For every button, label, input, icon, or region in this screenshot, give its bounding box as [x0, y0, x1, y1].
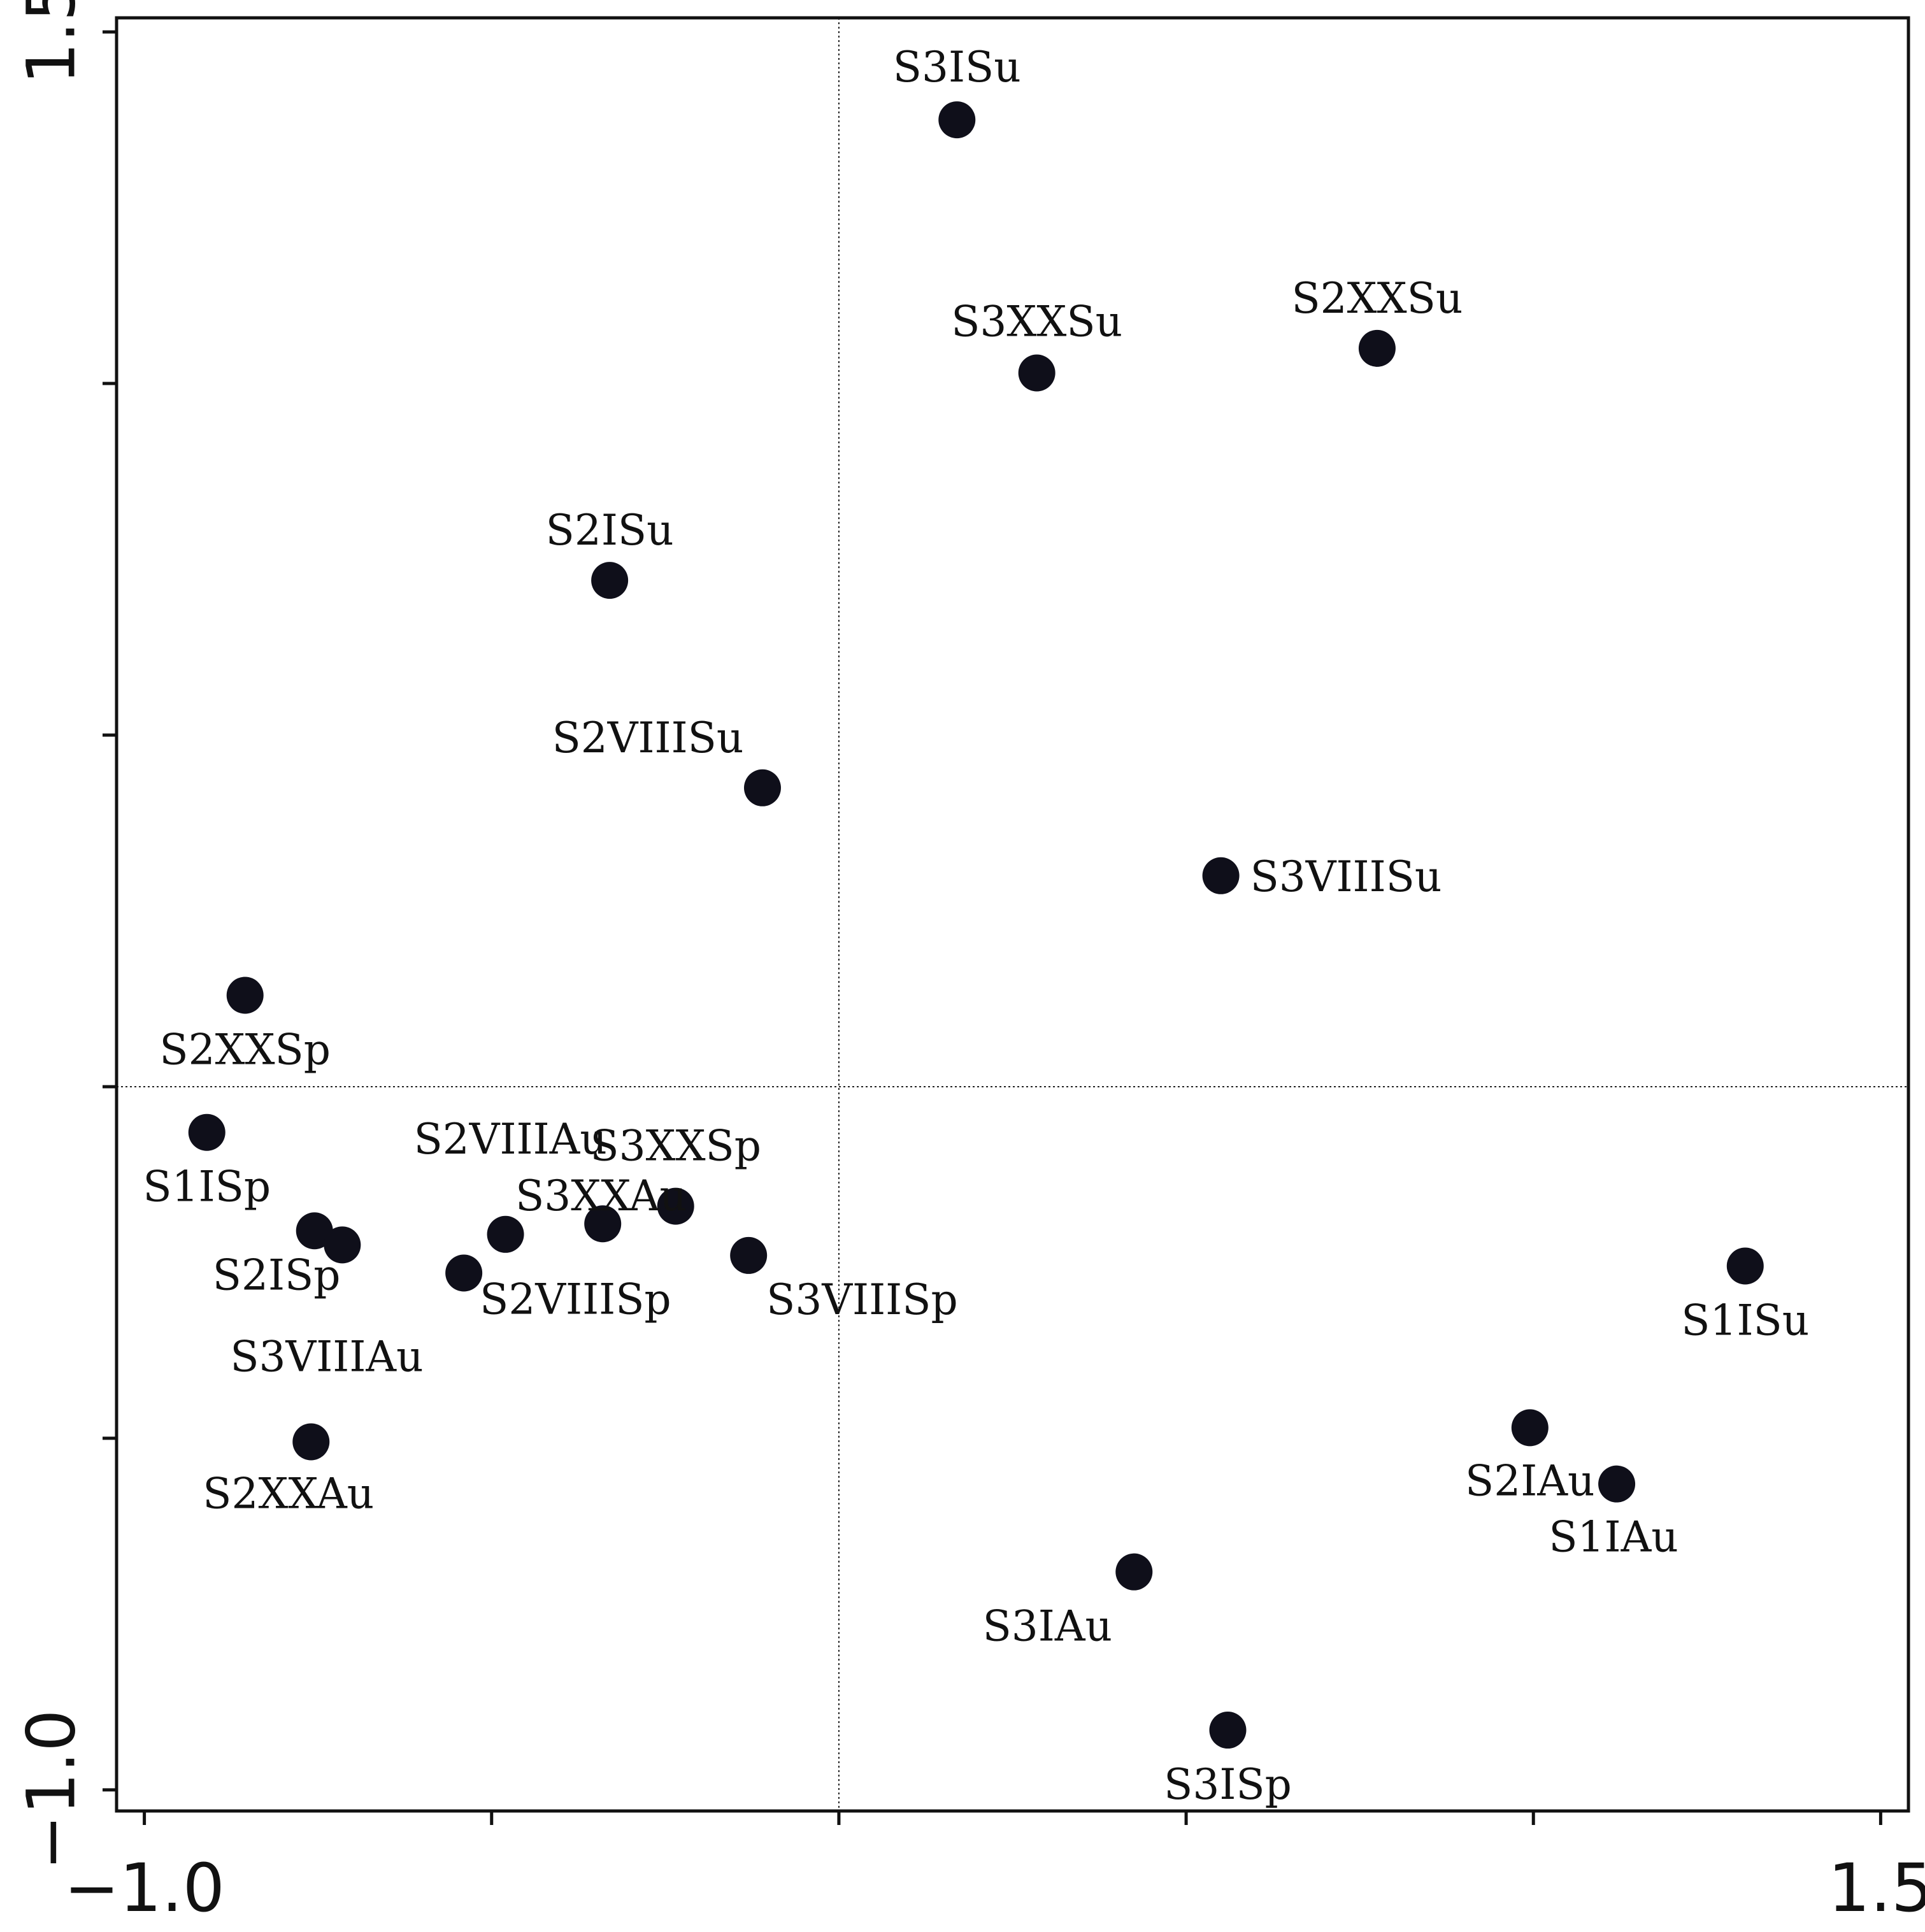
point-label-S3VIIISu: S3VIIISu [1250, 852, 1442, 901]
point-S3VIIISp [730, 1236, 768, 1274]
point-label-S3XXAu: S3XXAu [515, 1171, 687, 1220]
point-S2XXSu [1358, 329, 1396, 367]
point-S3VIIISu [1202, 857, 1240, 894]
point-label-S2XXAu: S2XXAu [203, 1469, 374, 1518]
point-label-S1ISu: S1ISu [1681, 1296, 1809, 1345]
point-S1IAu [1598, 1465, 1636, 1503]
point-label-S3VIIIAu: S3VIIIAu [230, 1332, 423, 1381]
point-label-S3IAu: S3IAu [983, 1602, 1112, 1651]
point-label-S3ISu: S3ISu [893, 43, 1021, 92]
point-S3XXSu [1018, 354, 1056, 392]
point-S2ISu [591, 562, 629, 599]
point-label-S2ISu: S2ISu [546, 506, 674, 555]
point-label-S3VIIISp: S3VIIISp [766, 1275, 958, 1324]
point-label-S2IAu: S2IAu [1465, 1456, 1594, 1505]
x-axis-ticks [143, 1811, 1882, 1825]
data-points [188, 101, 1764, 1749]
point-S2ISp [296, 1212, 333, 1250]
x-tick-label-min: −1.0 [64, 1849, 225, 1927]
point-S3XXAu [487, 1215, 524, 1253]
point-label-S3ISp: S3ISp [1164, 1760, 1292, 1809]
point-S2IAu [1511, 1409, 1549, 1447]
plot-frame [115, 16, 1910, 1813]
point-S2VIIISu [743, 769, 781, 806]
point-S1ISp [188, 1113, 225, 1151]
point-S2XXSp [226, 977, 264, 1014]
point-label-S3XXSp: S3XXSp [590, 1122, 761, 1171]
point-S3VIIIAu [324, 1226, 361, 1264]
point-S3IAu [1115, 1553, 1153, 1591]
point-label-S2VIIISp: S2VIIISp [480, 1275, 671, 1324]
x-tick-label-max: 1.5 [1828, 1849, 1925, 1927]
point-S3XXSp [657, 1187, 694, 1225]
point-label-S3XXSu: S3XXSu [951, 297, 1122, 346]
y-tick-label-max: 1.5 [12, 0, 90, 85]
point-labels: S3ISu S3XXSu S2XXSu S2ISu S2VIIISu S3VIIISu S2… [143, 43, 1809, 1809]
point-S2VIIISp [445, 1254, 483, 1292]
y-axis-ticks [103, 30, 117, 1792]
point-label-S1ISp: S1ISp [143, 1163, 271, 1212]
point-S2VIIIAu [584, 1205, 622, 1243]
point-S1ISu [1726, 1247, 1764, 1285]
point-S3ISu [938, 101, 976, 139]
point-label-S2VIIIAu: S2VIIIAu [414, 1115, 607, 1164]
point-S2XXAu [292, 1423, 330, 1461]
point-S3ISp [1209, 1712, 1247, 1749]
point-label-S2XXSu: S2XXSu [1291, 274, 1463, 323]
point-label-S1IAu: S1IAu [1549, 1513, 1678, 1562]
y-tick-label-min: −1.0 [12, 1710, 90, 1871]
point-label-S2VIIISu: S2VIIISu [552, 713, 744, 762]
point-label-S2ISp: S2ISp [213, 1250, 341, 1299]
point-label-S2XXSp: S2XXSp [159, 1025, 331, 1074]
